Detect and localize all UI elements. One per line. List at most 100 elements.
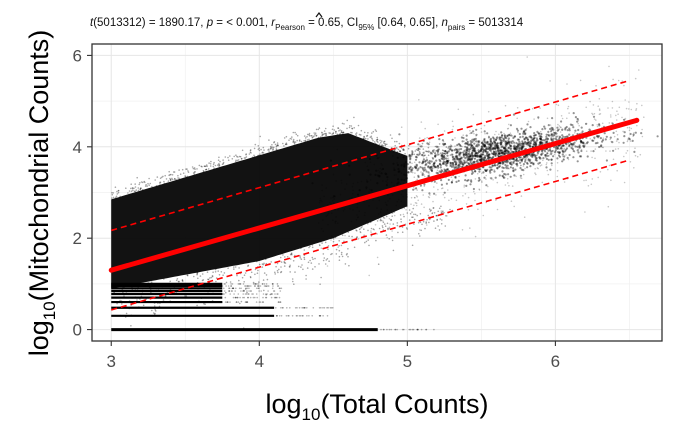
data-point bbox=[236, 296, 239, 299]
data-point bbox=[175, 279, 178, 282]
data-point bbox=[350, 125, 353, 127]
data-point bbox=[495, 145, 498, 148]
data-point bbox=[470, 144, 473, 147]
data-point bbox=[481, 153, 484, 156]
data-point bbox=[576, 145, 579, 148]
data-point bbox=[572, 112, 575, 115]
data-point bbox=[500, 136, 503, 139]
data-point bbox=[612, 78, 614, 81]
data-point bbox=[484, 148, 487, 151]
data-point bbox=[589, 138, 591, 140]
data-point bbox=[482, 148, 485, 151]
data-point bbox=[235, 154, 237, 156]
data-point bbox=[154, 312, 156, 315]
data-point bbox=[474, 178, 477, 180]
data-point bbox=[492, 152, 495, 155]
data-point bbox=[436, 169, 439, 172]
data-point bbox=[472, 187, 475, 191]
data-point bbox=[266, 293, 268, 295]
data-point bbox=[622, 130, 624, 133]
data-point bbox=[380, 169, 383, 171]
data-point bbox=[451, 149, 454, 151]
data-point bbox=[470, 144, 473, 147]
data-point bbox=[352, 182, 355, 185]
data-point bbox=[427, 196, 430, 198]
data-point bbox=[217, 290, 219, 292]
data-point bbox=[551, 117, 554, 120]
data-point bbox=[327, 248, 329, 251]
data-point bbox=[533, 118, 535, 120]
data-point bbox=[424, 154, 426, 156]
data-point bbox=[513, 135, 516, 138]
data-point bbox=[621, 80, 623, 82]
data-point bbox=[482, 149, 485, 152]
data-point bbox=[531, 154, 534, 157]
data-point bbox=[416, 169, 419, 172]
data-point bbox=[413, 196, 416, 199]
data-point bbox=[519, 166, 522, 170]
data-point bbox=[360, 180, 363, 183]
data-point bbox=[480, 148, 483, 151]
data-point bbox=[422, 158, 425, 161]
data-point bbox=[464, 153, 467, 156]
data-point bbox=[449, 161, 452, 164]
data-point bbox=[506, 164, 509, 167]
data-point bbox=[504, 136, 507, 139]
data-point bbox=[505, 161, 508, 164]
data-point bbox=[490, 144, 493, 147]
data-point bbox=[406, 163, 409, 166]
data-point bbox=[279, 256, 282, 259]
data-point bbox=[480, 146, 483, 149]
data-point bbox=[433, 192, 436, 195]
data-point bbox=[303, 307, 306, 309]
data-point bbox=[448, 145, 451, 148]
data-point bbox=[337, 127, 340, 129]
data-point bbox=[505, 148, 508, 151]
data-point bbox=[284, 262, 287, 264]
data-point bbox=[503, 147, 506, 150]
data-point bbox=[119, 195, 121, 198]
data-point bbox=[480, 159, 483, 162]
data-point bbox=[437, 149, 440, 152]
data-point bbox=[487, 146, 490, 149]
data-point bbox=[516, 138, 520, 141]
data-point bbox=[485, 154, 489, 157]
data-point bbox=[506, 167, 509, 170]
data-point bbox=[416, 178, 419, 181]
data-point bbox=[312, 307, 315, 309]
data-point bbox=[540, 133, 542, 135]
data-point bbox=[411, 167, 414, 170]
data-point bbox=[274, 293, 276, 295]
data-point bbox=[421, 173, 424, 177]
data-point bbox=[609, 136, 612, 139]
data-point bbox=[427, 154, 430, 157]
data-point bbox=[480, 131, 483, 133]
data-point bbox=[452, 125, 455, 128]
data-point bbox=[594, 142, 598, 145]
data-point bbox=[273, 290, 276, 292]
data-point bbox=[337, 246, 340, 248]
data-point bbox=[411, 328, 414, 331]
data-point bbox=[510, 147, 513, 150]
data-point bbox=[503, 135, 506, 137]
data-point bbox=[494, 138, 498, 141]
data-point bbox=[478, 155, 481, 158]
data-point bbox=[304, 139, 307, 142]
data-point bbox=[528, 160, 531, 163]
data-point bbox=[194, 168, 196, 170]
data-point bbox=[459, 151, 462, 154]
data-point bbox=[393, 149, 396, 152]
data-point bbox=[565, 147, 569, 150]
data-point bbox=[391, 239, 394, 242]
data-point bbox=[335, 180, 338, 182]
data-point bbox=[470, 180, 473, 183]
data-point bbox=[397, 178, 400, 181]
data-point bbox=[438, 138, 441, 141]
data-point bbox=[219, 160, 221, 163]
data-point bbox=[588, 128, 591, 131]
data-point bbox=[474, 170, 477, 173]
data-point bbox=[498, 152, 501, 155]
data-point bbox=[294, 141, 297, 143]
data-point bbox=[338, 245, 340, 247]
data-point bbox=[467, 208, 470, 211]
